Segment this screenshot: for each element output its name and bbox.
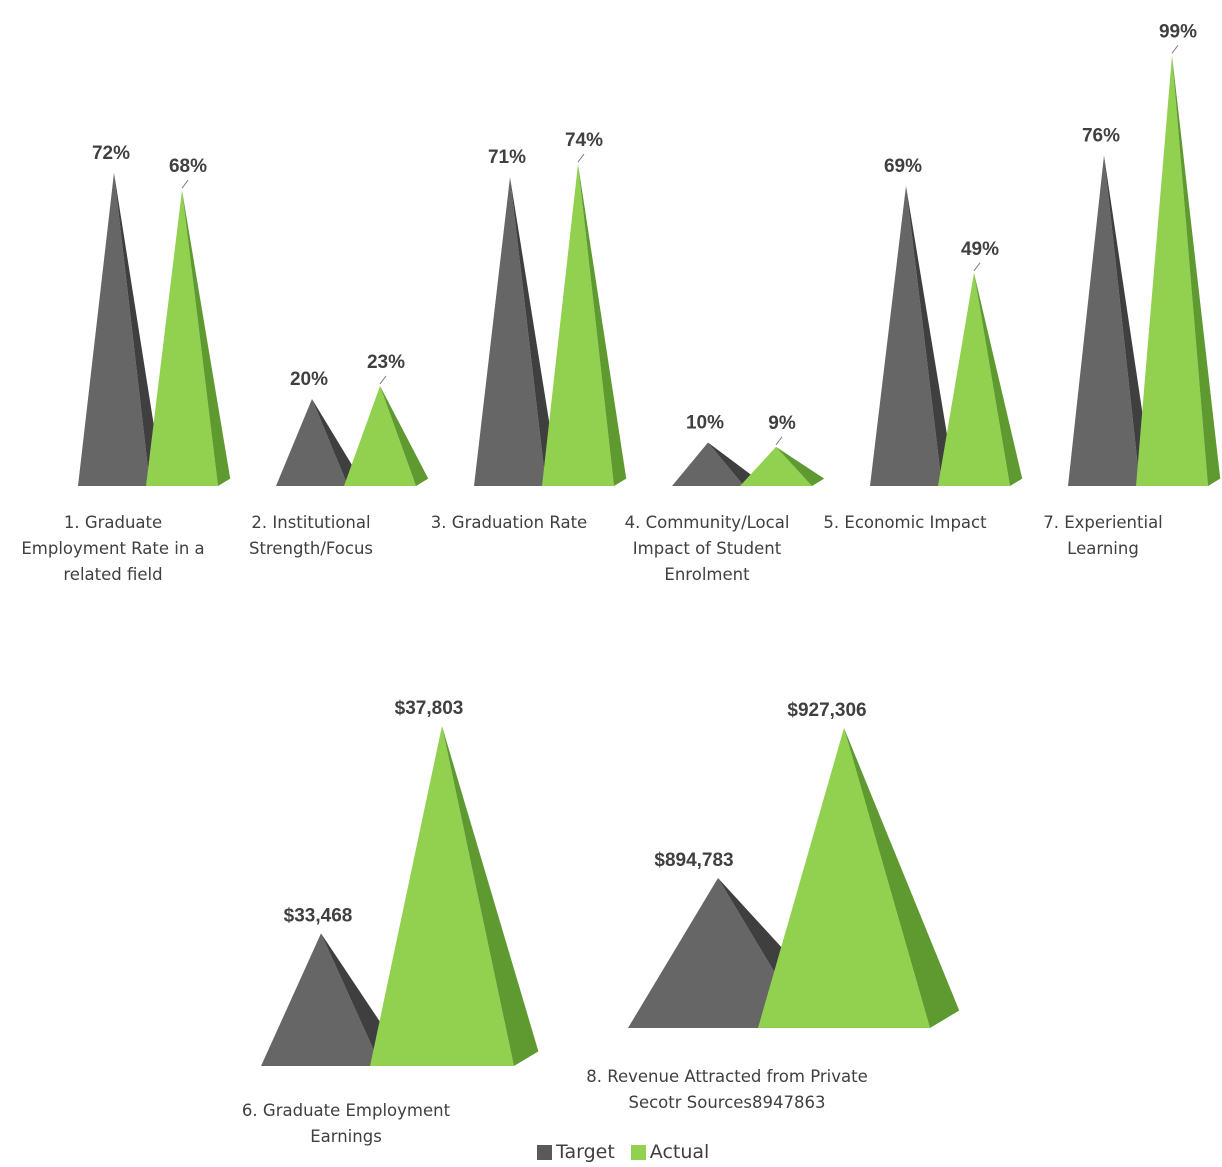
target-pyramid-3: [474, 177, 559, 486]
actual-value-label-3: 74%: [565, 130, 603, 151]
target-pyramid-2-front-face: [276, 399, 348, 486]
target-pyramid-4-side-face: [708, 442, 757, 486]
actual-pyramid-4-front-face: [740, 446, 812, 486]
legend-label-target: Target: [556, 1141, 615, 1163]
target-pyramid-revenue-front-face: [628, 878, 808, 1028]
actual-leader-line-5: [973, 262, 981, 272]
target-pyramid-earnings-front-face: [261, 933, 381, 1066]
target-pyramid-5-front-face: [870, 185, 942, 486]
actual-pyramid-6-side-face: [1172, 55, 1221, 486]
actual-pyramid-3-side-face: [578, 164, 627, 486]
actual-pyramid-5-front-face: [938, 272, 1010, 486]
category-label-earnings: 6. Graduate Employment Earnings: [242, 1101, 451, 1146]
target-pyramid-3-side-face: [510, 177, 559, 486]
category-label-4-line: Impact of Student: [633, 539, 782, 558]
actual-leader-line-6: [1171, 45, 1179, 54]
legend-swatch-target: [537, 1144, 552, 1160]
actual-value-label-1: 68%: [169, 156, 207, 177]
target-pyramid-5: [870, 185, 955, 486]
target-pyramid-1: [78, 172, 163, 487]
actual-pyramid-5-side-face: [974, 272, 1023, 486]
target-value-label-4: 10%: [686, 413, 724, 434]
category-label-6-line: 7. Experiential: [1043, 513, 1163, 532]
category-label-4: 4. Community/Local Impact of Student Enrol…: [625, 513, 790, 584]
actual-leader-line-3: [577, 153, 585, 163]
actual-value-label-4: 9%: [768, 413, 796, 434]
category-label-revenue-line: Secotr Sources8947863: [628, 1093, 825, 1112]
actual-pyramid-4-side-face: [776, 446, 825, 486]
target-value-label-5: 69%: [884, 156, 922, 177]
actual-leader-line-4: [775, 436, 783, 446]
actual-pyramid-earnings-front-face: [370, 726, 514, 1066]
target-pyramid-6-side-face: [1104, 155, 1153, 486]
actual-pyramid-earnings: [370, 726, 539, 1066]
target-pyramid-6-front-face: [1068, 155, 1140, 486]
target-value-label-earnings: $33,468: [284, 905, 353, 926]
actual-pyramid-2: [344, 385, 429, 486]
actual-pyramid-6: [1136, 55, 1221, 486]
category-label-3: 3. Graduation Rate: [431, 513, 587, 532]
actual-value-label-2: 23%: [367, 352, 405, 373]
target-pyramid-3-front-face: [474, 177, 546, 486]
actual-value-label-6: 99%: [1159, 21, 1197, 42]
actual-value-label-earnings: $37,803: [395, 698, 464, 719]
actual-value-label-5: 49%: [961, 239, 999, 260]
actual-pyramid-2-side-face: [380, 385, 429, 486]
actual-pyramid-revenue: [758, 728, 960, 1028]
actual-pyramid-1-side-face: [182, 190, 231, 486]
category-label-revenue: 8. Revenue Attracted from Private Secotr …: [586, 1067, 868, 1112]
legend: Target Actual: [537, 1141, 725, 1163]
legend-label-actual: Actual: [649, 1141, 710, 1163]
actual-leader-line-1: [181, 179, 189, 189]
actual-pyramid-4: [740, 446, 825, 486]
category-label-5-line: 5. Economic Impact: [823, 513, 987, 532]
actual-pyramid-earnings-side-face: [442, 726, 539, 1066]
actual-pyramid-3: [542, 164, 627, 486]
category-label-2: 2. Institutional Strength/Focus: [249, 513, 373, 558]
legend-item-target: Target: [537, 1141, 615, 1163]
target-pyramid-4-front-face: [672, 442, 744, 486]
target-pyramid-5-side-face: [906, 185, 955, 486]
actual-pyramid-1: [146, 190, 231, 486]
category-label-2-line: 2. Institutional: [251, 513, 370, 532]
category-label-earnings-line: 6. Graduate Employment: [242, 1101, 451, 1120]
actual-pyramid-1-front-face: [146, 190, 218, 486]
category-label-1-line: 1. Graduate: [64, 513, 162, 532]
legend-swatch-actual: [630, 1144, 646, 1160]
target-value-label-1: 72%: [92, 143, 130, 164]
legend-item-actual: Actual: [630, 1141, 710, 1163]
actual-pyramid-2-front-face: [344, 385, 416, 486]
category-label-6-line: Learning: [1067, 539, 1139, 558]
target-value-label-2: 20%: [290, 369, 328, 390]
actual-value-label-revenue: $927,306: [787, 700, 866, 721]
actual-pyramid-revenue-side-face: [844, 728, 960, 1028]
target-pyramid-2: [276, 399, 361, 486]
category-label-1: 1. Graduate Employment Rate in a related f…: [21, 513, 204, 584]
target-pyramid-1-front-face: [78, 172, 150, 487]
target-pyramid-2-side-face: [312, 399, 361, 486]
category-label-6: 7. Experiential Learning: [1043, 513, 1163, 558]
actual-pyramid-revenue-front-face: [758, 728, 930, 1028]
category-label-2-line: Strength/Focus: [249, 539, 373, 558]
category-label-1-line: related field: [63, 565, 162, 584]
actual-leader-line-2: [379, 375, 387, 385]
category-label-1-line: Employment Rate in a: [21, 539, 204, 558]
actual-pyramid-3-front-face: [542, 164, 614, 486]
category-label-revenue-line: 8. Revenue Attracted from Private: [586, 1067, 868, 1086]
category-label-5: 5. Economic Impact: [823, 513, 987, 532]
target-value-label-3: 71%: [488, 147, 526, 168]
target-pyramid-6: [1068, 155, 1153, 486]
category-label-4-line: 4. Community/Local: [625, 513, 790, 532]
actual-pyramid-5: [938, 272, 1023, 486]
category-label-4-line: Enrolment: [664, 565, 750, 584]
target-pyramid-1-side-face: [114, 172, 163, 487]
target-value-label-6: 76%: [1082, 125, 1120, 146]
target-value-label-revenue: $894,783: [654, 850, 733, 871]
target-pyramid-4: [672, 442, 757, 486]
actual-pyramid-6-front-face: [1136, 55, 1208, 486]
category-label-earnings-line: Earnings: [310, 1127, 382, 1146]
category-label-3-line: 3. Graduation Rate: [431, 513, 587, 532]
